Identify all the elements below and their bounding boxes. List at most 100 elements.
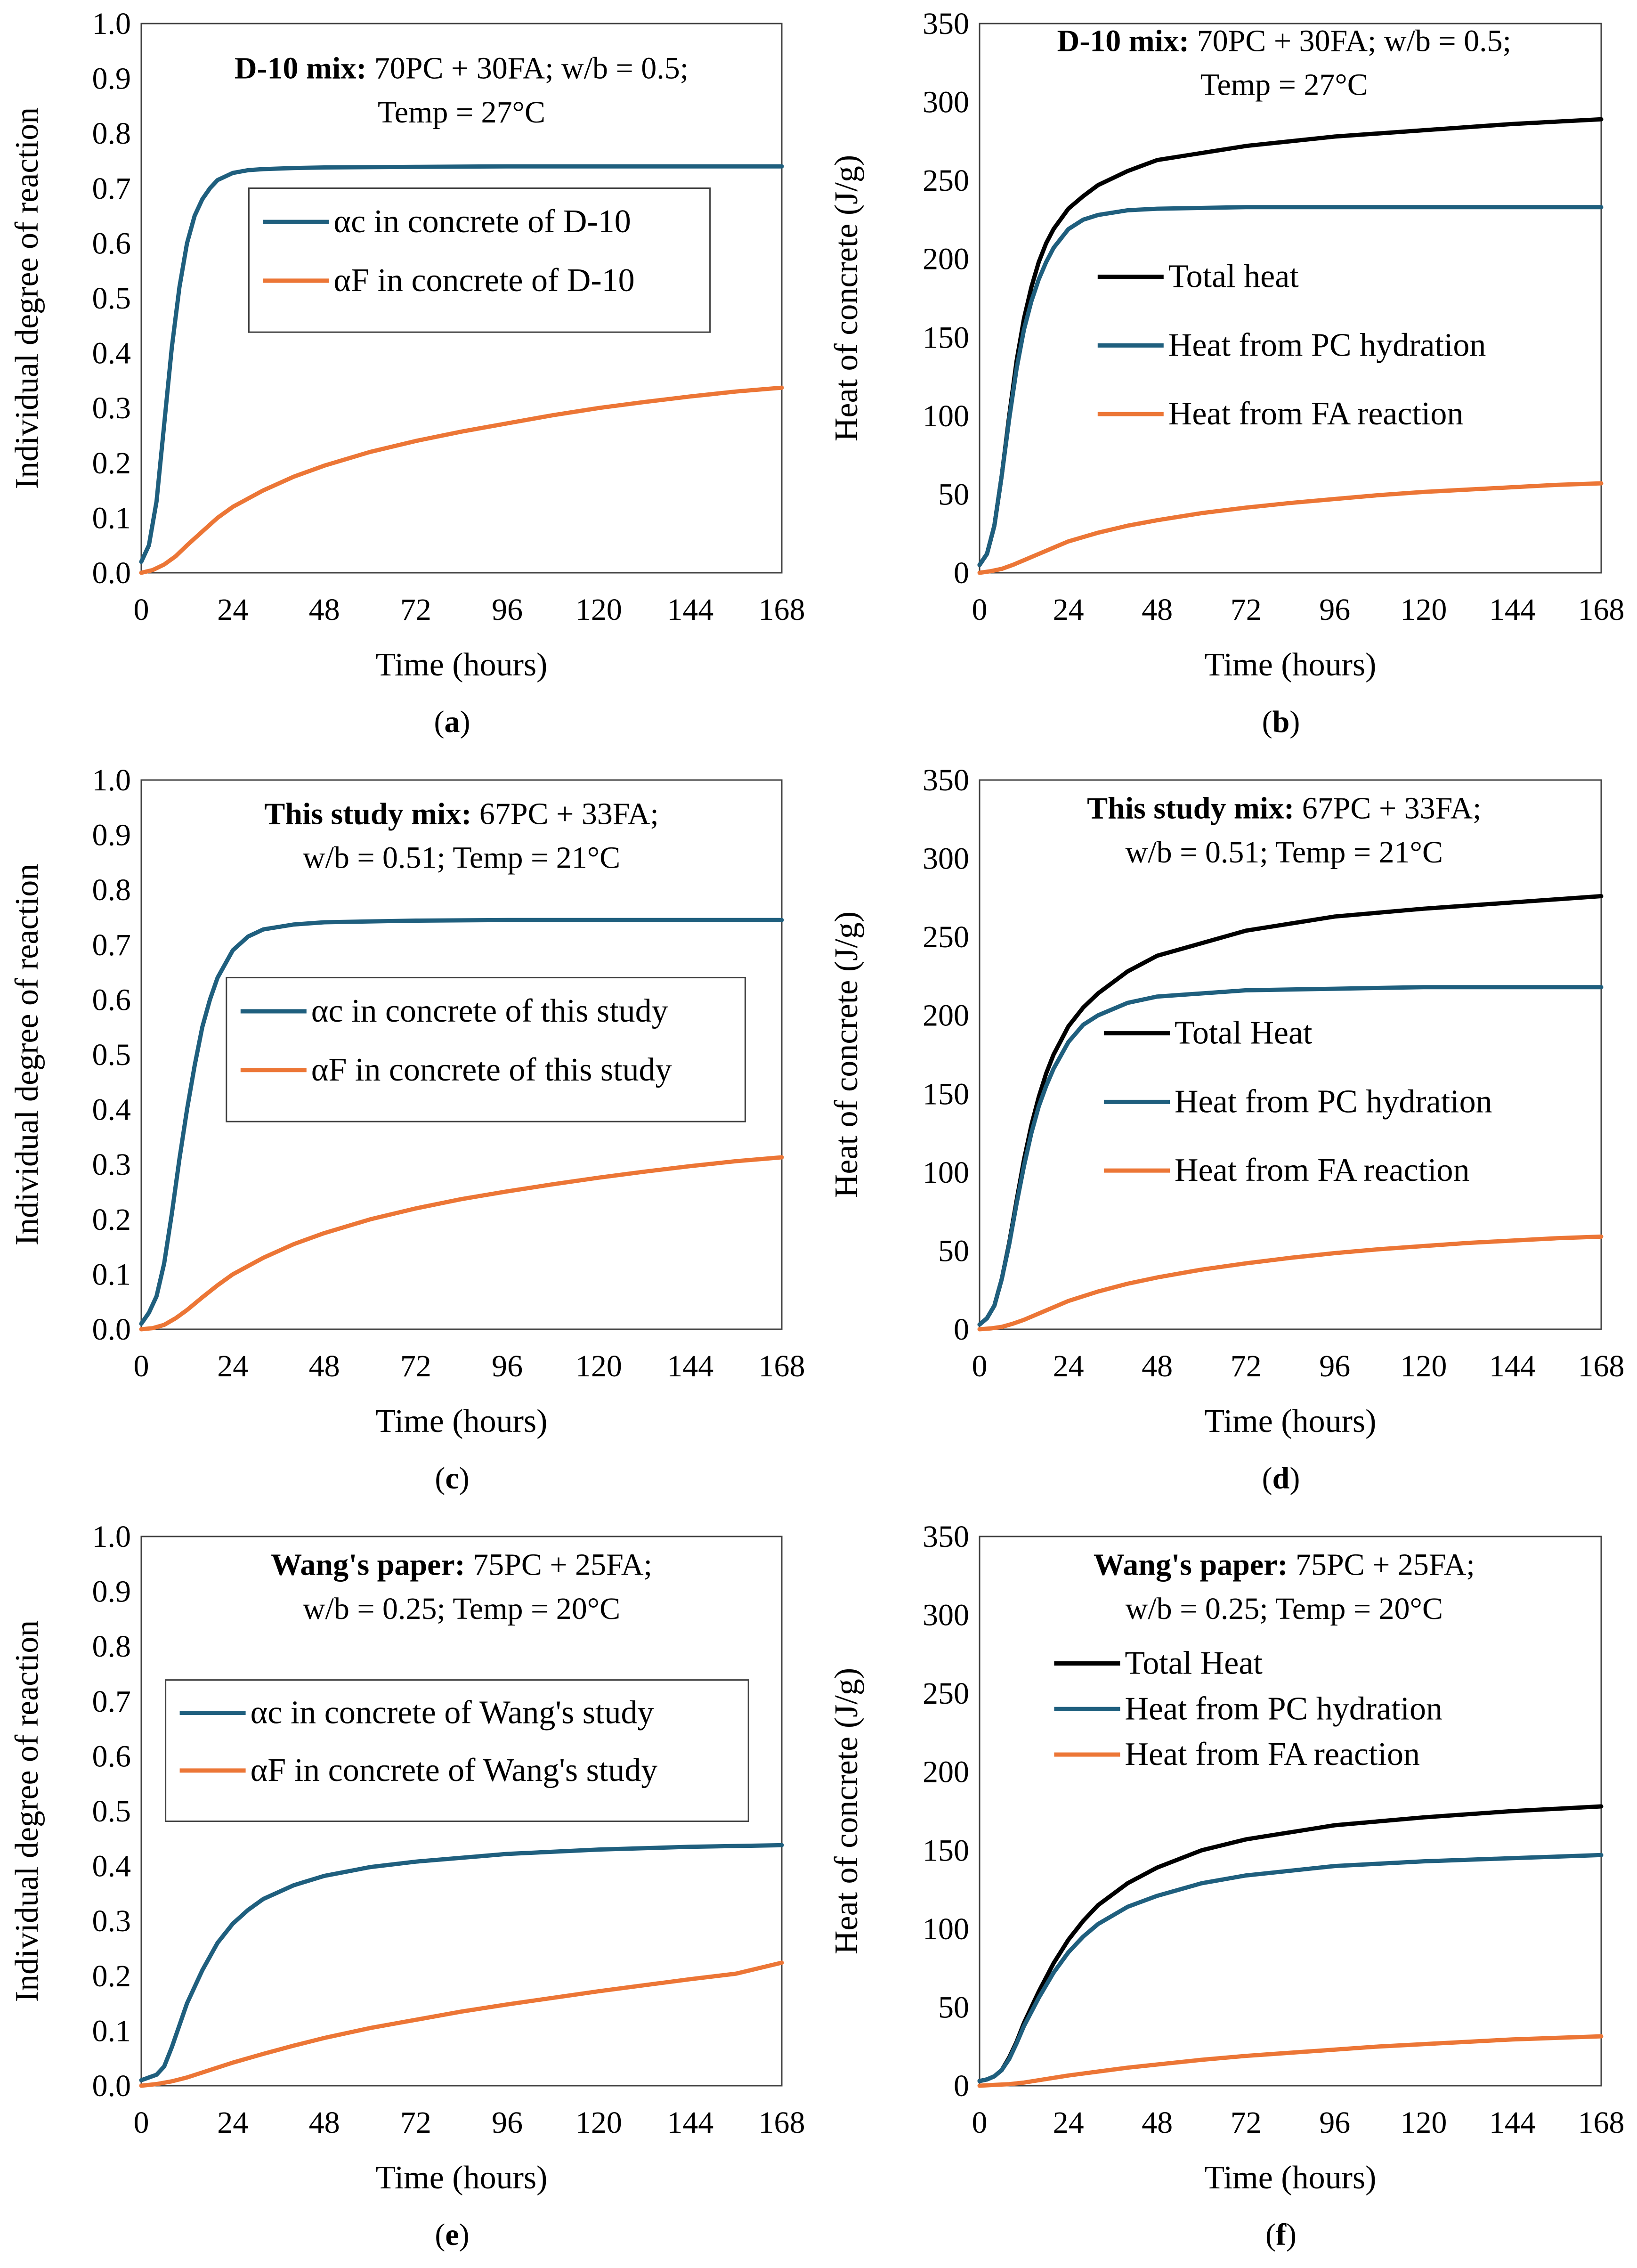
y-tick-label: 0.7 xyxy=(92,171,131,206)
series-line-1 xyxy=(139,1843,784,2082)
legend-label: Heat from FA reaction xyxy=(1168,396,1464,432)
x-tick-label: 144 xyxy=(1489,2105,1536,2140)
annotation-mix-name: D-10 mix: xyxy=(1057,24,1189,58)
x-tick-label: 96 xyxy=(492,2105,523,2140)
y-tick-label: 100 xyxy=(923,1912,969,1946)
chart-panel-f: 0 50 100 150 200 250 300 350 0 24 48 72 96 120 144 168 T… xyxy=(828,1520,1625,2252)
legend-label: Heat from PC hydration xyxy=(1168,327,1486,363)
y-tick-label: 1.0 xyxy=(92,1520,131,1554)
caption-letter: e xyxy=(445,2218,459,2252)
y-tick-label: 50 xyxy=(938,1990,969,2024)
caption-letter: f xyxy=(1276,2218,1287,2252)
panel-caption: (d) xyxy=(1262,1461,1300,1496)
panel-caption: (a) xyxy=(434,705,470,739)
series-line-1 xyxy=(139,918,784,1326)
y-tick-label: 250 xyxy=(923,163,969,198)
y-tick-label: 0.4 xyxy=(92,1849,131,1884)
chart-annotation-line1: This study mix: 67PC + 33FA; xyxy=(1087,791,1481,826)
x-tick-label: 96 xyxy=(1319,1349,1350,1383)
x-tick-label: 72 xyxy=(1231,1349,1262,1383)
y-tick-label: 250 xyxy=(923,1676,969,1711)
series-line-2 xyxy=(977,1853,1604,2083)
y-tick-label: 300 xyxy=(923,1598,969,1633)
legend-label: αc in concrete of D-10 xyxy=(333,203,631,240)
x-tick-label: 0 xyxy=(134,2105,149,2140)
x-axis-label: Time (hours) xyxy=(1205,1403,1377,1439)
caption-paren: ( xyxy=(1265,2218,1276,2252)
panel-caption: (f) xyxy=(1265,2218,1297,2252)
annotation-mix-name: Wang's paper: xyxy=(1094,1548,1288,1582)
plot-frame xyxy=(979,779,1602,1330)
x-tick-label: 120 xyxy=(1400,593,1447,627)
x-tick-label: 144 xyxy=(667,2105,713,2140)
chart-panel-e: 0.0 0.1 0.2 0.3 0.4 0.5 0.6 0.7 0.8 0.9 1.0 0 24 48 72… xyxy=(9,1520,805,2252)
y-tick-label: 0.9 xyxy=(92,1575,131,1609)
caption-paren: ( xyxy=(1262,1461,1272,1496)
y-axis-label: Individual degree of reaction xyxy=(9,1620,45,2002)
legend-label: Heat from FA reaction xyxy=(1175,1152,1470,1188)
y-tick-label: 0.1 xyxy=(92,501,131,535)
caption-paren: ( xyxy=(435,2218,445,2252)
x-tick-label: 96 xyxy=(1319,593,1350,627)
caption-paren: ) xyxy=(459,2218,470,2252)
y-tick-label: 0.7 xyxy=(92,928,131,962)
x-tick-label: 96 xyxy=(1319,2105,1350,2140)
annotation-mix-detail: 70PC + 30FA; w/b = 0.5; xyxy=(1189,24,1511,58)
x-tick-label: 120 xyxy=(575,2105,622,2140)
x-tick-label: 24 xyxy=(1053,2105,1084,2140)
caption-paren: ( xyxy=(1262,705,1272,739)
x-axis-label: Time (hours) xyxy=(376,2160,548,2196)
legend-label: αF in concrete of D-10 xyxy=(333,262,634,299)
y-tick-label: 200 xyxy=(923,1755,969,1789)
plot-frame xyxy=(979,23,1602,574)
y-axis-label: Heat of concrete (J/g) xyxy=(828,1668,865,1954)
y-tick-label: 350 xyxy=(923,7,969,41)
y-tick-label: 0.5 xyxy=(92,1794,131,1829)
legend-label: αF in concrete of this study xyxy=(311,1052,672,1088)
caption-paren: ) xyxy=(459,1461,470,1496)
legend-label: αc in concrete of Wang's study xyxy=(251,1694,654,1731)
annotation-mix-name: This study mix: xyxy=(264,797,471,831)
panel-caption: (e) xyxy=(435,2218,469,2252)
x-tick-label: 72 xyxy=(400,1349,431,1383)
legend: Total Heat Heat from PC hydration Heat fro… xyxy=(1054,1645,1443,1772)
legend-box xyxy=(226,976,746,1122)
x-tick-label: 48 xyxy=(1142,1349,1173,1383)
x-tick-label: 0 xyxy=(972,593,988,627)
chart-annotation-line2: w/b = 0.25; Temp = 20°C xyxy=(1126,1592,1443,1626)
x-tick-label: 144 xyxy=(667,1349,713,1383)
caption-paren: ) xyxy=(460,705,470,739)
y-tick-label: 0 xyxy=(954,2069,969,2103)
x-tick-label: 48 xyxy=(1142,593,1173,627)
x-tick-label: 144 xyxy=(1489,1349,1536,1383)
x-tick-label: 0 xyxy=(134,593,149,627)
chart-annotation-line1: Wang's paper: 75PC + 25FA; xyxy=(1094,1548,1475,1582)
x-axis-label: Time (hours) xyxy=(376,1403,548,1439)
y-tick-label: 0.3 xyxy=(92,391,131,425)
y-tick-label: 150 xyxy=(923,1833,969,1868)
chart-panel-b: 0 50 100 150 200 250 300 350 0 24 48 72 96 120 144 168 T… xyxy=(828,7,1625,739)
y-axis-label: Heat of concrete (J/g) xyxy=(828,911,865,1198)
x-tick-label: 72 xyxy=(1231,593,1262,627)
legend: Total Heat Heat from PC hydration Heat fro… xyxy=(1104,1015,1492,1188)
series-line-2 xyxy=(139,1155,784,1332)
legend-label: Total Heat xyxy=(1125,1645,1263,1682)
y-tick-label: 0.9 xyxy=(92,62,131,96)
y-tick-label: 350 xyxy=(923,763,969,797)
x-tick-label: 144 xyxy=(667,593,713,627)
x-tick-label: 48 xyxy=(309,2105,340,2140)
x-tick-label: 24 xyxy=(217,593,248,627)
x-tick-label: 48 xyxy=(309,1349,340,1383)
x-axis-label: Time (hours) xyxy=(1205,647,1377,683)
y-tick-label: 300 xyxy=(923,842,969,876)
x-tick-label: 72 xyxy=(1231,2105,1262,2140)
y-tick-label: 0.7 xyxy=(92,1684,131,1719)
chart-annotation-line1: D-10 mix: 70PC + 30FA; w/b = 0.5; xyxy=(235,51,689,86)
x-tick-label: 120 xyxy=(575,1349,622,1383)
legend-box xyxy=(248,187,711,333)
series-line-2 xyxy=(977,985,1604,1327)
series-line-2 xyxy=(139,1960,784,2088)
y-tick-label: 0.4 xyxy=(92,1093,131,1127)
x-tick-label: 24 xyxy=(1053,1349,1084,1383)
legend: αc in concrete of Wang's study αF in conc… xyxy=(165,1679,749,1822)
